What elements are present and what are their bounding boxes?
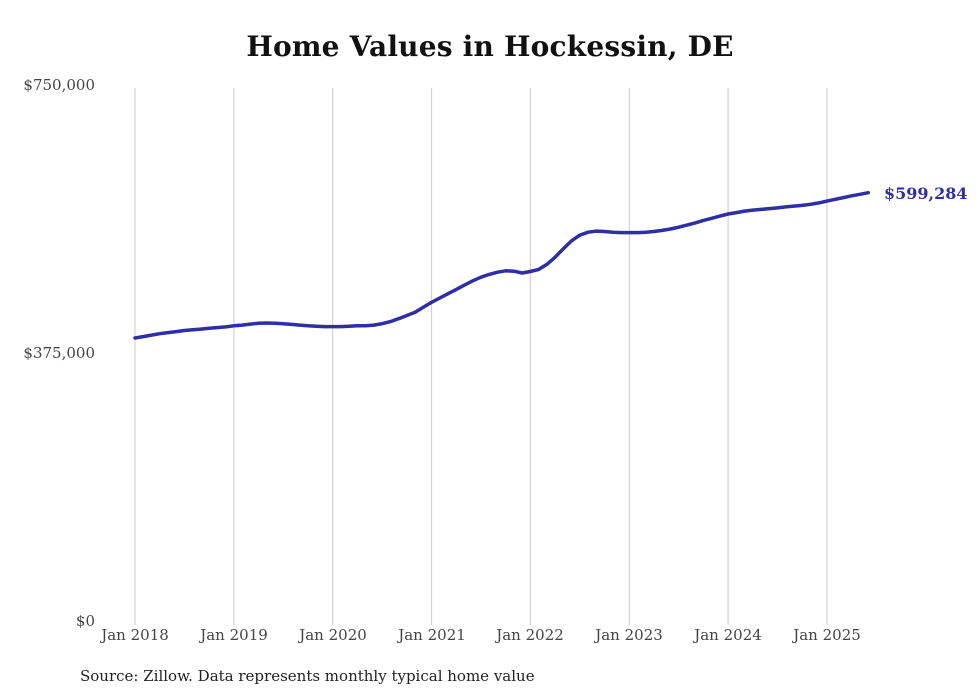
x-axis-tick-label: Jan 2022 [496, 626, 564, 644]
x-axis-tick-label: Jan 2024 [694, 626, 762, 644]
y-axis-tick-750000: $750,000 [23, 76, 95, 94]
x-axis-tick-label: Jan 2019 [200, 626, 268, 644]
latest-value-label: $599,284 [884, 184, 968, 203]
source-attribution: Source: Zillow. Data represents monthly … [80, 667, 535, 685]
x-axis-tick-label: Jan 2018 [101, 626, 169, 644]
y-axis-tick-0: $0 [75, 612, 95, 630]
x-axis-tick-label: Jan 2025 [793, 626, 861, 644]
x-axis-tick-label: Jan 2021 [398, 626, 466, 644]
x-axis-tick-label: Jan 2023 [595, 626, 663, 644]
x-axis-tick-label: Jan 2020 [299, 626, 367, 644]
y-axis-tick-375000: $375,000 [23, 344, 95, 362]
chart-title: Home Values in Hockessin, DE [246, 30, 734, 63]
home-value-line [133, 190, 870, 340]
